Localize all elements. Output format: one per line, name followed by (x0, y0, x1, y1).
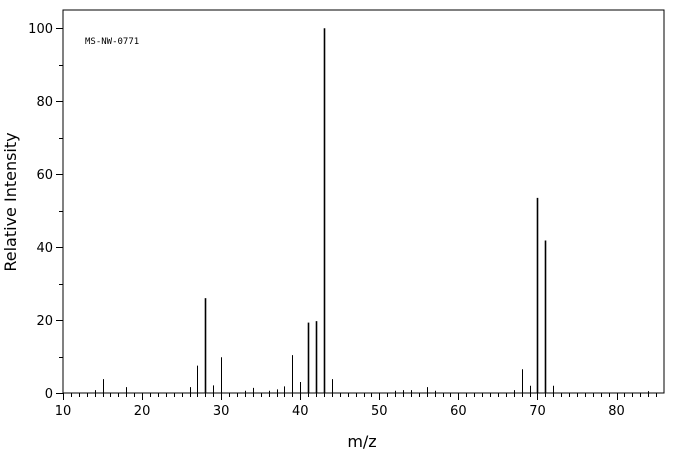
y-tick-label-100: 100 (28, 22, 53, 37)
x-tick-label-30: 30 (213, 404, 230, 419)
y-tick-label-0: 0 (45, 387, 53, 402)
y-tick-label-40: 40 (36, 241, 53, 256)
x-tick-label-20: 20 (134, 404, 151, 419)
x-tick-label-70: 70 (529, 404, 546, 419)
plot-frame (62, 9, 665, 394)
y-tick-label-60: 60 (36, 168, 53, 183)
spectrum-id-annotation: MS-NW-0771 (85, 37, 139, 47)
x-tick-label-10: 10 (55, 404, 72, 419)
y-tick-label-20: 20 (36, 314, 53, 329)
x-tick-label-40: 40 (292, 404, 309, 419)
y-axis-title: Relative Intensity (1, 132, 20, 271)
spectrum-peaks (95, 28, 649, 393)
x-tick-label-60: 60 (450, 404, 467, 419)
y-tick-label-80: 80 (36, 95, 53, 110)
x-axis-ticks: 10 20 30 40 50 60 70 80 (55, 393, 657, 419)
y-axis-ticks: 0 20 40 60 80 100 (28, 22, 63, 402)
x-tick-label-50: 50 (371, 404, 388, 419)
x-axis-title: m/z (347, 432, 376, 451)
x-tick-label-80: 80 (608, 404, 625, 419)
